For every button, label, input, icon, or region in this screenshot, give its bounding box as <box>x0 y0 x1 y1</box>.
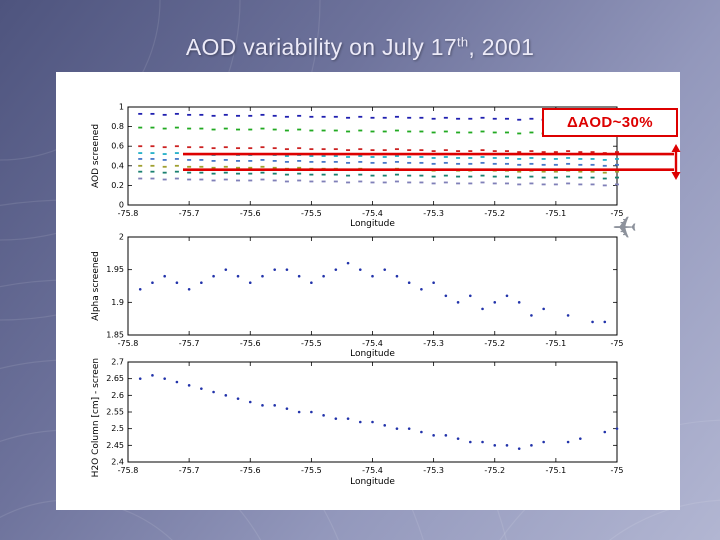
svg-text:2: 2 <box>119 233 124 242</box>
svg-text:-75.6: -75.6 <box>240 339 261 348</box>
svg-text:1.9: 1.9 <box>111 298 124 307</box>
svg-text:-75.5: -75.5 <box>301 466 322 475</box>
slide-title-superscript: th <box>456 34 469 50</box>
svg-text:2.4: 2.4 <box>111 458 124 467</box>
svg-text:-75.4: -75.4 <box>362 209 383 218</box>
svg-text:Alpha screened: Alpha screened <box>91 251 101 321</box>
svg-text:2.7: 2.7 <box>111 358 124 367</box>
svg-text:0.2: 0.2 <box>111 181 124 190</box>
svg-text:-75: -75 <box>610 209 623 218</box>
svg-text:-75.3: -75.3 <box>423 339 444 348</box>
slide-title: AOD variability on July 17th, 2001 <box>0 34 720 61</box>
svg-text:AOD screened: AOD screened <box>91 124 101 188</box>
svg-text:1.85: 1.85 <box>106 331 124 340</box>
svg-text:-75.8: -75.8 <box>118 339 139 348</box>
svg-text:-75.2: -75.2 <box>484 339 505 348</box>
svg-text:2.55: 2.55 <box>106 408 124 417</box>
svg-text:Longitude: Longitude <box>350 219 395 229</box>
svg-text:-75.7: -75.7 <box>179 339 200 348</box>
svg-text:-75.5: -75.5 <box>301 339 322 348</box>
svg-text:-75.3: -75.3 <box>423 466 444 475</box>
svg-text:-75.7: -75.7 <box>179 209 200 218</box>
svg-text:0: 0 <box>119 201 124 210</box>
svg-text:-75.6: -75.6 <box>240 466 261 475</box>
svg-text:-75.4: -75.4 <box>362 339 383 348</box>
svg-text:-75.2: -75.2 <box>484 209 505 218</box>
slide-title-suffix: , 2001 <box>468 34 535 60</box>
svg-text:-75.1: -75.1 <box>546 339 567 348</box>
svg-text:-75.4: -75.4 <box>362 466 383 475</box>
svg-text:0.4: 0.4 <box>111 161 124 170</box>
svg-text:2.45: 2.45 <box>106 441 124 450</box>
svg-text:0.8: 0.8 <box>111 122 124 131</box>
svg-text:1: 1 <box>119 103 124 112</box>
svg-text:-75.1: -75.1 <box>546 209 567 218</box>
svg-text:-75: -75 <box>610 466 623 475</box>
svg-text:Longitude: Longitude <box>350 477 395 487</box>
svg-text:-75.5: -75.5 <box>301 209 322 218</box>
svg-text:0.6: 0.6 <box>111 142 124 151</box>
svg-text:-75.6: -75.6 <box>240 209 261 218</box>
airplane-icon: ✈ <box>612 211 638 246</box>
svg-text:2.5: 2.5 <box>111 424 124 433</box>
svg-text:-75.3: -75.3 <box>423 209 444 218</box>
delta-range-arrow-icon <box>671 144 681 180</box>
svg-text:2.65: 2.65 <box>106 374 124 383</box>
svg-text:-75.1: -75.1 <box>546 466 567 475</box>
svg-text:-75.2: -75.2 <box>484 466 505 475</box>
slide-title-text: AOD variability on July 17 <box>185 34 457 60</box>
aod-vs-longitude-chart: -75.8 -75.7 -75.6 -75.5 -75.4 -75.3 -75.2 -75.1… <box>56 100 680 230</box>
svg-text:-75.8: -75.8 <box>118 209 139 218</box>
svg-text:-75: -75 <box>610 339 623 348</box>
svg-text:H2O Column [cm] - screened: H2O Column [cm] - screened <box>91 358 101 477</box>
svg-text:Longitude: Longitude <box>350 349 395 359</box>
delta-aod-callout: ΔAOD~30% <box>542 108 678 137</box>
svg-text:1.95: 1.95 <box>106 265 124 274</box>
alpha-vs-longitude-chart: -75.8 -75.7 -75.6 -75.5 -75.4 -75.3 -75.2 -75.1… <box>56 232 680 360</box>
svg-text:-75.7: -75.7 <box>179 466 200 475</box>
svg-text:2.6: 2.6 <box>111 391 124 400</box>
h2o-column-vs-longitude-chart: -75.8 -75.7 -75.6 -75.5 -75.4 -75.3 -75.2 -75.1… <box>56 358 680 488</box>
svg-text:-75.8: -75.8 <box>118 466 139 475</box>
content-panel: -75.8 -75.7 -75.6 -75.5 -75.4 -75.3 -75.2 -75.1… <box>56 72 681 510</box>
